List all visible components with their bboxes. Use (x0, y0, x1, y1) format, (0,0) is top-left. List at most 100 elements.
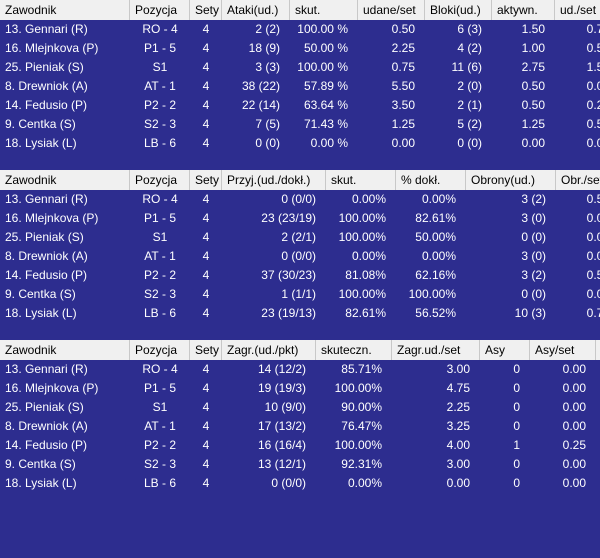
stat-cell: 3.00 (446, 457, 470, 471)
stat-cell: 100.00% (338, 287, 386, 301)
column-header[interactable]: Sety (190, 340, 222, 360)
stat-cell: 1.25 (521, 117, 545, 131)
stat-cell: 0.00% (347, 476, 382, 490)
stat-cell: 0.00% (421, 192, 456, 206)
stat-cell: LB - 6 (143, 306, 176, 320)
player-row: 8. Drewniok (A) AT - 1 4 17 (13/2) 76.47% 3.2… (0, 417, 600, 436)
stats-table: Zawodnik Pozycja Sety Zagr.(ud./pkt) skutecz… (0, 340, 600, 493)
player-row: 18. Lysiak (L) LB - 6 4 23 (19/13) 82.61% 56.… (0, 304, 600, 323)
player-name: 14. Fedusio (P) (5, 98, 88, 112)
column-header[interactable]: Pozycja (130, 340, 190, 360)
stat-cell: 0 (0) (255, 136, 280, 150)
stat-cell: 38 (22) (241, 79, 280, 93)
column-header[interactable]: Pozycja (130, 170, 190, 190)
stat-cell: 0.00% (351, 192, 386, 206)
stat-cell: 4 (202, 249, 210, 263)
player-name: 16. Mlejnkova (P) (5, 41, 99, 55)
column-header[interactable]: skut. (290, 0, 358, 20)
column-header[interactable]: Zawodnik (0, 340, 130, 360)
stat-cell: 3.50 (391, 98, 415, 112)
column-header[interactable]: Sety (190, 0, 222, 20)
stat-cell: 0.75 (586, 306, 600, 320)
stat-cell: 4 (202, 136, 210, 150)
stat-cell: 4 (202, 98, 210, 112)
stat-cell: 19 (19/3) (257, 381, 306, 395)
column-header[interactable]: Zagr.(ud./pkt) (222, 340, 316, 360)
stat-cell: 0.00 (562, 400, 586, 414)
stat-cell: P1 - 5 (143, 41, 176, 55)
stat-cell: P1 - 5 (143, 211, 176, 225)
stat-cell: 90.00% (341, 400, 382, 414)
player-row: 25. Pieniak (S) S1 4 10 (9/0) 90.00% 2.25 0 0.0… (0, 398, 600, 417)
stat-cell: 63.64 % (303, 98, 348, 112)
column-header[interactable]: Bloki(ud.) (425, 0, 492, 20)
player-name: 9. Centka (S) (5, 457, 76, 471)
stat-cell: 23 (19/13) (261, 306, 316, 320)
column-header[interactable]: skut. (326, 170, 396, 190)
player-name: 14. Fedusio (P) (5, 438, 88, 452)
stat-cell: S2 - 3 (143, 117, 176, 131)
stat-cell: 0 (0) (521, 287, 546, 301)
stat-cell: 100.00% (334, 438, 382, 452)
stat-cell: RO - 4 (142, 362, 178, 376)
player-row: 16. Mlejnkova (P) P1 - 5 4 18 (9) 50.00 % 2.2… (0, 39, 600, 58)
stat-cell: 92.31% (341, 457, 382, 471)
stat-cell: 0.00 % (310, 136, 348, 150)
stat-cell: 100.00% (338, 211, 386, 225)
column-header[interactable]: skuteczn. (316, 340, 392, 360)
column-header[interactable]: Obr./set (556, 170, 600, 190)
column-header[interactable]: Zawodnik (0, 170, 130, 190)
column-header[interactable]: udane/set (358, 0, 425, 20)
column-header[interactable]: Pozycja (130, 0, 190, 20)
column-header[interactable]: % dokł. (396, 170, 466, 190)
stat-cell: 4 (202, 362, 210, 376)
column-header[interactable]: Sety (190, 170, 222, 190)
stat-cell: 0 (0/0) (271, 476, 306, 490)
column-header[interactable]: Zagr.ud./set (392, 340, 480, 360)
stat-cell: 4.75 (446, 381, 470, 395)
column-header[interactable]: Asy (480, 340, 530, 360)
stat-cell: 0.25 (586, 98, 600, 112)
stat-cell: 10 (9/0) (264, 400, 306, 414)
stat-cell: 0.00 (562, 457, 586, 471)
stat-cell: 0 (513, 457, 520, 471)
stat-cell: 1.00 (521, 41, 545, 55)
stat-cell: 0.00 (586, 230, 600, 244)
player-row: 13. Gennari (R) RO - 4 4 0 (0/0) 0.00% 0.00% 3… (0, 190, 600, 209)
stat-cell: 0.75 (586, 22, 600, 36)
stat-cell: 0.00 (521, 136, 545, 150)
column-header[interactable]: Zawodnik (0, 0, 130, 20)
player-row: 9. Centka (S) S2 - 3 4 7 (5) 71.43 % 1.25 5 (2… (0, 115, 600, 134)
stat-cell: AT - 1 (144, 419, 176, 433)
stat-cell: 0.00% (351, 249, 386, 263)
stat-cell: RO - 4 (142, 22, 178, 36)
column-header[interactable]: aktywn. (492, 0, 555, 20)
column-header[interactable]: Asy/set (530, 340, 596, 360)
player-name: 9. Centka (S) (5, 287, 76, 301)
player-name: 25. Pieniak (S) (5, 400, 84, 414)
stat-cell: RO - 4 (142, 192, 178, 206)
stat-cell: 1.50 (586, 60, 600, 74)
stat-cell: 4 (202, 476, 210, 490)
stat-cell: 17 (13/2) (257, 419, 306, 433)
stat-cell: 62.16% (415, 268, 456, 282)
stat-cell: 4 (202, 211, 210, 225)
stat-cell: 3 (2) (521, 268, 546, 282)
stat-cell: 81.08% (345, 268, 386, 282)
stat-cell: LB - 6 (143, 476, 176, 490)
stat-cell: 0.00 (586, 211, 600, 225)
stat-cell: 0 (0) (521, 230, 546, 244)
column-header[interactable]: Ataki(ud.) (222, 0, 290, 20)
stat-cell: 4 (202, 230, 210, 244)
player-row: 14. Fedusio (P) P2 - 2 4 16 (16/4) 100.00% 4.… (0, 436, 600, 455)
player-name: 8. Drewniok (A) (5, 79, 88, 93)
stat-cell: 0.25 (562, 438, 586, 452)
column-header[interactable]: Obrony(ud.) (466, 170, 556, 190)
stat-cell: 4 (202, 268, 210, 282)
column-header[interactable]: Przyj.(ud./dokł.) (222, 170, 326, 190)
stat-cell: 22 (14) (241, 98, 280, 112)
stat-cell: 0.00 (562, 476, 586, 490)
stat-cell: 0 (513, 362, 520, 376)
column-header[interactable]: ud./set (555, 0, 600, 20)
stat-cell: 2 (2) (255, 22, 280, 36)
